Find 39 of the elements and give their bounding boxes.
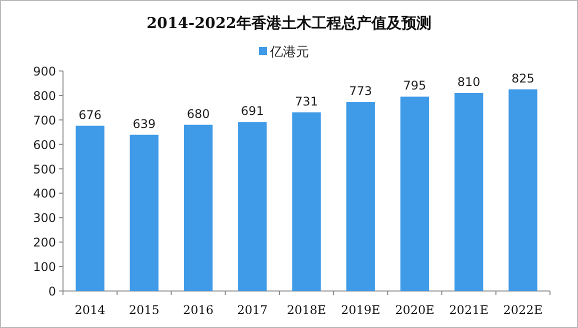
bar — [184, 124, 213, 291]
data-label: 810 — [457, 75, 480, 89]
data-label: 680 — [186, 106, 210, 121]
data-label: 691 — [240, 104, 264, 118]
bar — [400, 96, 430, 291]
x-tick-label: 2017 — [237, 303, 268, 317]
bar — [508, 89, 538, 291]
x-tick-label: 2021E — [449, 303, 488, 317]
legend-label: 亿港元 — [269, 45, 309, 60]
bar — [238, 122, 267, 291]
bar — [346, 102, 375, 291]
y-tick-label: 100 — [33, 260, 56, 274]
x-tick-label: 2018E — [286, 303, 326, 317]
bar — [76, 126, 104, 291]
y-tick-label: 300 — [33, 211, 56, 226]
x-tick-label: 2020E — [395, 303, 434, 317]
data-label: 731 — [295, 94, 318, 108]
data-label: 795 — [403, 78, 426, 93]
y-tick-label: 200 — [33, 236, 56, 250]
data-label: 825 — [511, 71, 534, 86]
x-tick-label: 2016 — [183, 303, 214, 317]
chart-title: 2014-2022年香港土木工程总产值及预测 — [146, 14, 432, 32]
bar — [454, 93, 484, 291]
y-tick-label: 500 — [33, 162, 56, 176]
bar — [130, 134, 159, 291]
data-label: 639 — [132, 116, 156, 131]
x-tick-label: 2022E — [503, 303, 543, 317]
y-tick-label: 900 — [33, 64, 56, 78]
y-tick-label: 700 — [33, 113, 56, 128]
data-label: 773 — [349, 84, 372, 98]
y-tick-label: 0 — [48, 284, 56, 298]
x-tick-label: 2014 — [74, 303, 106, 317]
y-tick-label: 600 — [33, 138, 56, 152]
x-tick-label: 2015 — [128, 303, 160, 317]
bar — [292, 112, 321, 291]
x-tick-label: 2019E — [340, 303, 380, 317]
y-tick-label: 400 — [33, 186, 56, 201]
data-label: 676 — [78, 108, 102, 122]
y-tick-label: 800 — [33, 88, 56, 103]
